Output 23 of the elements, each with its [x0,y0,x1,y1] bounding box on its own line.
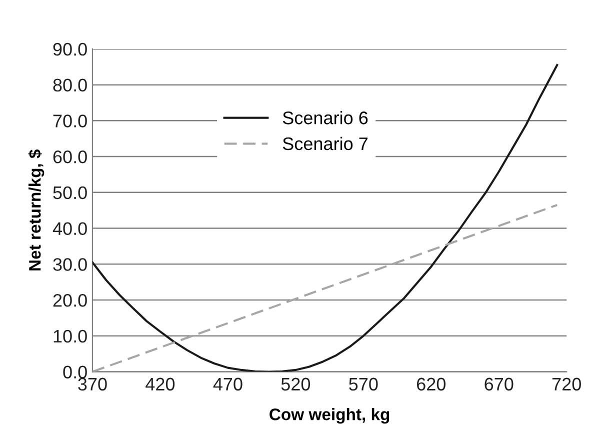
y-tick-label: 90.0 [53,42,87,56]
y-tick-label: 40.0 [52,222,87,236]
y-tick-label: 60.0 [53,150,87,164]
legend-label: Scenario 7 [282,136,368,150]
y-tick-label: 10.0 [54,330,87,343]
y-tick-label: 20.0 [53,294,87,307]
x-tick-label: 420 [146,378,175,391]
x-tick-label: 670 [484,378,514,391]
y-tick-label: 0.0 [63,366,87,378]
x-tick-label: 470 [213,378,242,391]
x-tick-label: 620 [417,378,446,391]
x-axis-title: Cow weight, kg [270,408,390,424]
y-tick-label: 80.0 [53,78,87,92]
y-tick-label: 50.0 [53,186,87,200]
y-tick-label: 30.0 [53,258,87,271]
line-series [92,64,558,372]
x-tick-label: 370 [78,378,107,391]
y-axis-title: Net return/kg, $ [28,149,44,270]
x-tick-label: 720 [552,378,581,391]
x-tick-label: 520 [281,378,310,391]
y-tick-label: 70.0 [53,114,87,128]
x-tick-label: 570 [349,378,378,391]
legend-label: Scenario 6 [282,111,368,124]
